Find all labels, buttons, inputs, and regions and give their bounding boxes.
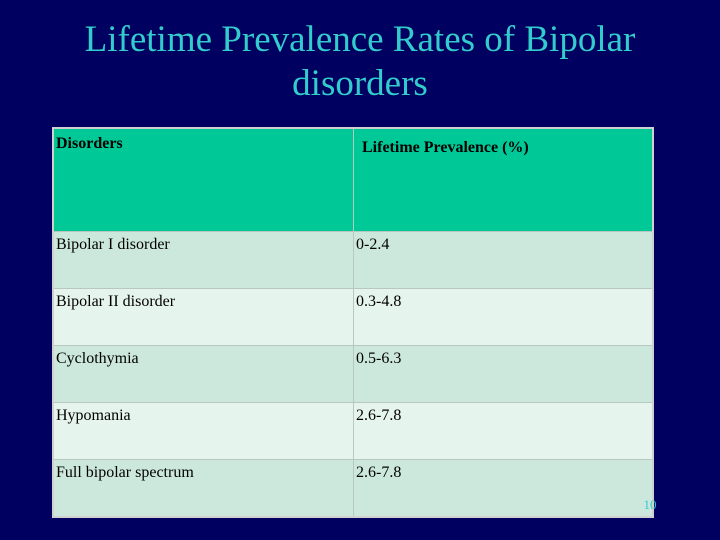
table-row: Cyclothymia 0.5-6.3: [52, 345, 654, 403]
slide-title: Lifetime Prevalence Rates of Bipolar dis…: [84, 19, 636, 104]
header-cell: Disorders: [52, 127, 354, 232]
prevalence-table: Disorders Lifetime Prevalence (%) Bipolar …: [52, 127, 654, 518]
table-cell: 2.6-7.8: [353, 402, 654, 460]
table-cell: Bipolar II disorder: [52, 288, 354, 346]
table-cell: 2.6-7.8: [353, 459, 654, 518]
table-cell: Cyclothymia: [52, 345, 354, 403]
table-row: Hypomania 2.6-7.8: [52, 402, 654, 460]
table-cell: Hypomania: [52, 402, 354, 460]
page-number: 10: [643, 497, 657, 512]
table-cell: 0-2.4: [353, 231, 654, 289]
table-row: Bipolar I disorder 0-2.4: [52, 231, 654, 289]
table-cell: Full bipolar spectrum: [52, 459, 354, 518]
table-cell: 0.5-6.3: [353, 345, 654, 403]
table-cell: 0.3-4.8: [353, 288, 654, 346]
header-row: Disorders Lifetime Prevalence (%): [52, 127, 654, 232]
table-row: Bipolar II disorder 0.3-4.8: [52, 288, 654, 346]
table-cell: Bipolar I disorder: [52, 231, 354, 289]
table-row: Full bipolar spectrum 2.6-7.8: [52, 459, 654, 518]
header-cell: Lifetime Prevalence (%): [353, 127, 654, 232]
